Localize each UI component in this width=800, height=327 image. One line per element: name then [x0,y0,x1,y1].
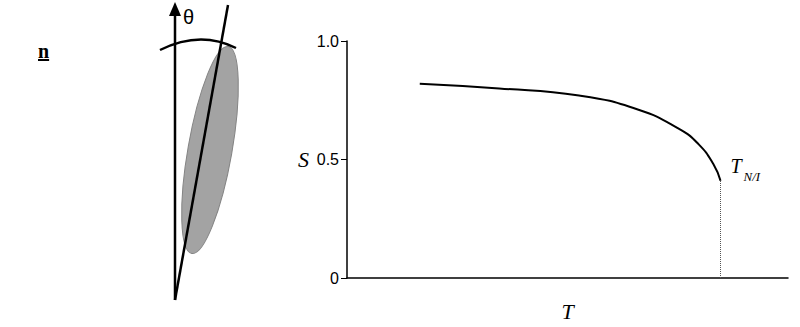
svg-text:0.5: 0.5 [317,151,339,168]
svg-text:T: T [731,155,744,177]
svg-text:T: T [561,299,575,324]
svg-text:S: S [298,147,309,172]
svg-text:θ: θ [183,6,194,28]
svg-text:0: 0 [330,270,339,287]
svg-text:N/I: N/I [743,169,761,184]
svg-text:n: n [38,40,49,62]
svg-text:1.0: 1.0 [317,33,339,50]
